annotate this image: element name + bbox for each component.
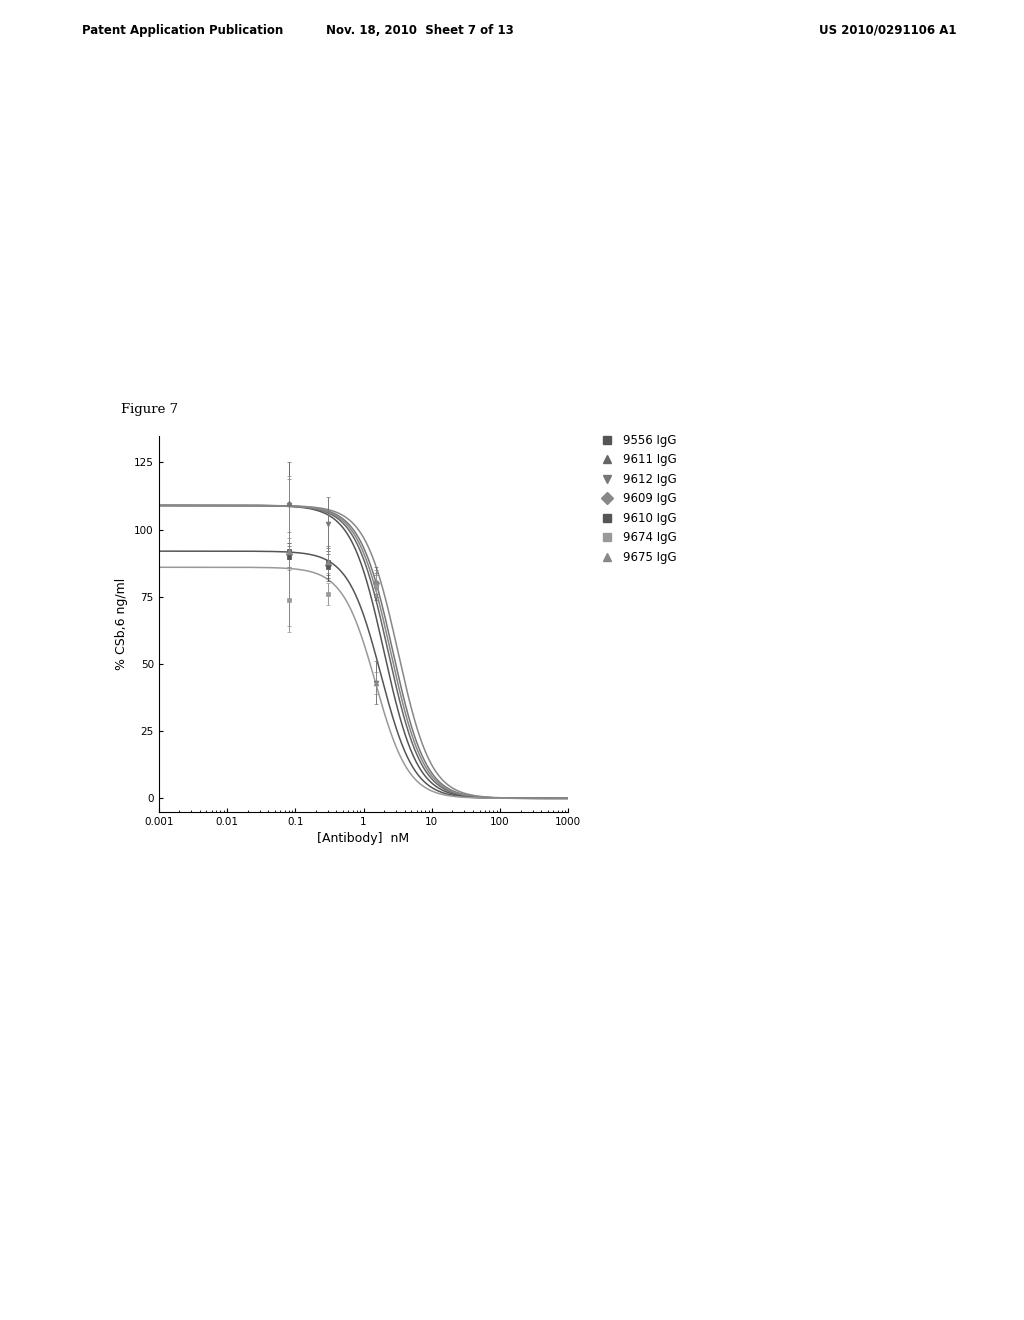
Text: Nov. 18, 2010  Sheet 7 of 13: Nov. 18, 2010 Sheet 7 of 13 [326,24,514,37]
Text: Figure 7: Figure 7 [121,403,178,416]
Legend: 9556 IgG, 9611 IgG, 9612 IgG, 9609 IgG, 9610 IgG, 9674 IgG, 9675 IgG: 9556 IgG, 9611 IgG, 9612 IgG, 9609 IgG, … [595,434,677,564]
X-axis label: [Antibody]  nM: [Antibody] nM [317,832,410,845]
Y-axis label: % CSb,6 ng/ml: % CSb,6 ng/ml [116,578,128,669]
Text: US 2010/0291106 A1: US 2010/0291106 A1 [819,24,956,37]
Text: Patent Application Publication: Patent Application Publication [82,24,284,37]
